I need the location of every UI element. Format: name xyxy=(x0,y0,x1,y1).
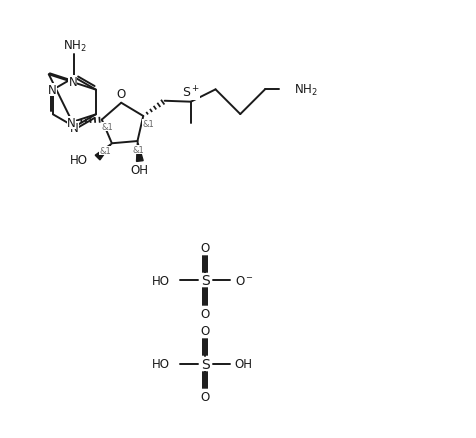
Text: HO: HO xyxy=(152,274,169,287)
Text: OH: OH xyxy=(234,357,252,370)
Text: N: N xyxy=(70,122,79,135)
Polygon shape xyxy=(136,142,143,162)
Text: &1: &1 xyxy=(99,147,111,155)
Text: HO: HO xyxy=(70,154,88,167)
Text: HO: HO xyxy=(152,357,169,370)
Text: N: N xyxy=(68,75,77,88)
Text: O: O xyxy=(116,88,126,100)
Text: O: O xyxy=(200,391,209,403)
Text: S: S xyxy=(200,357,209,371)
Text: OH: OH xyxy=(130,164,149,177)
Text: N: N xyxy=(67,117,76,130)
Text: N: N xyxy=(48,84,57,97)
Text: NH$_2$: NH$_2$ xyxy=(293,83,317,98)
Text: S$^+$: S$^+$ xyxy=(182,85,200,101)
Text: &1: &1 xyxy=(142,119,154,128)
Text: O: O xyxy=(200,241,209,254)
Text: S: S xyxy=(200,274,209,288)
Text: O: O xyxy=(200,324,209,337)
Text: O: O xyxy=(200,307,209,321)
Text: &1: &1 xyxy=(132,146,144,155)
Polygon shape xyxy=(95,144,111,161)
Text: NH$_2$: NH$_2$ xyxy=(62,39,86,54)
Text: &1: &1 xyxy=(101,123,113,132)
Text: O$^-$: O$^-$ xyxy=(234,274,253,287)
